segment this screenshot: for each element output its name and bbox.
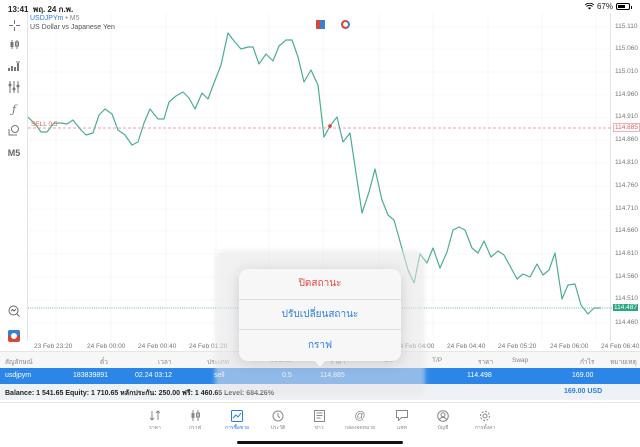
col-profit[interactable]: กำไร <box>580 359 595 366</box>
x-tick: 23 Feb 23:20 <box>34 343 73 350</box>
y-tick: 114.910 <box>615 113 639 120</box>
chart-symbol-description: US Dollar vs Japanese Yen <box>30 24 115 31</box>
chart-type-icon[interactable] <box>4 36 24 52</box>
tab-news[interactable]: ข่าว <box>297 409 341 432</box>
bid-price-tag: 114.487 <box>613 304 639 311</box>
timeframe-m5-button[interactable]: M5 <box>7 148 21 158</box>
chart-canvas[interactable] <box>28 13 612 341</box>
objects-icon[interactable] <box>4 79 24 95</box>
y-tick: 114.560 <box>615 273 639 280</box>
one-click-trade-icon[interactable] <box>4 328 24 344</box>
mailbox-icon: @ <box>354 409 366 422</box>
cell-current-price: 114.498 <box>467 372 492 379</box>
settings-icon <box>479 409 491 422</box>
sell-line-label: SELL 0.5 <box>31 121 58 128</box>
tab-quotes[interactable]: ราคา <box>133 409 177 432</box>
y-tick: 114.710 <box>615 205 639 212</box>
chat-icon <box>396 409 408 422</box>
cell-symbol: usdjpym <box>5 372 32 379</box>
cell-time: 02.24 03:12 <box>135 372 172 379</box>
chart-menu-item[interactable]: กราฟ <box>307 340 333 352</box>
y-tick: 114.960 <box>615 91 639 98</box>
price-line <box>28 32 601 315</box>
col-symbol[interactable]: สัญลักษณ์ <box>5 359 33 366</box>
indicators-icon[interactable] <box>4 58 24 74</box>
crosshair-icon[interactable] <box>4 17 24 33</box>
status-date: พฤ. 24 ก.พ. <box>32 5 74 14</box>
tab-chart[interactable]: กราฟ <box>173 409 217 432</box>
x-tick: 24 Feb 00:40 <box>138 343 177 350</box>
col-current-price[interactable]: ราคา <box>478 359 494 366</box>
x-tick: 24 Feb 05:20 <box>498 343 537 350</box>
y-tick: 115.060 <box>615 45 639 52</box>
x-tick: 24 Feb 00:00 <box>87 343 126 350</box>
chart-search-icon[interactable] <box>4 303 24 319</box>
position-context-menu: ปิดสถานะ ปรับเปลี่ยนสถานะ กราฟ <box>239 269 401 361</box>
tab-trade[interactable]: การซื้อขาย <box>215 409 259 432</box>
col-tp[interactable]: T/P <box>432 357 443 364</box>
quotes-icon <box>149 409 161 422</box>
col-ticket[interactable]: ตั๋ว <box>100 359 108 366</box>
popup-arrow <box>314 360 326 367</box>
sell-price-tag: 114.885 <box>613 123 640 132</box>
account-icon <box>437 409 449 422</box>
status-bar: 13:41 พฤ. 24 ก.พ. 67% <box>0 0 640 14</box>
close-position-menu-item[interactable]: ปิดสถานะ <box>239 269 401 300</box>
shapes-icon[interactable] <box>4 122 24 138</box>
cell-profit: 169.00 <box>572 372 594 379</box>
x-tick: 24 Feb 06:40 <box>601 343 640 350</box>
y-tick: 114.460 <box>615 319 639 326</box>
bottom-tab-bar: ราคา กราฟ การซื้อขาย ประวัติ ข่าว @ กล่อ… <box>0 402 640 447</box>
chart-icon <box>190 409 201 422</box>
battery-icon <box>616 3 632 10</box>
y-tick: 114.760 <box>615 182 639 189</box>
chart-symbol-title: USDJPYm • M5 <box>30 15 80 22</box>
news-icon <box>313 409 325 422</box>
status-time: 13:41 พฤ. 24 ก.พ. <box>8 5 74 14</box>
y-tick: 114.660 <box>615 227 639 234</box>
total-profit: 169.00 USD <box>564 388 603 395</box>
col-time[interactable]: เวลา <box>158 359 172 366</box>
tab-settings[interactable]: การตั้งค่า <box>463 409 507 432</box>
tab-history[interactable]: ประวัติ <box>256 409 300 432</box>
y-tick: 114.860 <box>615 136 639 143</box>
chart-grid <box>28 13 612 341</box>
function-icon[interactable]: ƒ <box>11 102 17 116</box>
col-swap[interactable]: Swap <box>512 357 529 364</box>
modify-position-menu-item[interactable]: ปรับเปลี่ยนสถานะ <box>239 300 401 331</box>
battery-percent: 67% <box>596 2 613 11</box>
chart-trade-icons <box>316 20 350 29</box>
history-icon <box>272 409 284 422</box>
tab-mailbox[interactable]: @ กล่องจดหมาย <box>344 409 376 432</box>
trade-entry-marker <box>328 124 332 128</box>
cell-ticket: 183839891 <box>73 372 109 379</box>
y-tick: 114.610 <box>615 250 639 257</box>
chart-left-toolbar: ƒ M5 <box>0 13 27 343</box>
one-click-trading-icon[interactable] <box>316 20 325 29</box>
balance-summary-text: Balance: 1 541.65 Equity: 1 710.65 หลักป… <box>5 390 274 397</box>
x-tick: 24 Feb 01:20 <box>189 343 228 350</box>
price-chart[interactable]: SELL 0.5 <box>27 13 612 341</box>
col-comment[interactable]: หมายเหตุ <box>610 359 637 366</box>
tab-chat[interactable]: แชท <box>380 409 424 432</box>
home-indicator <box>237 441 403 444</box>
y-tick: 114.810 <box>615 159 639 166</box>
x-tick: 24 Feb 04:40 <box>447 343 486 350</box>
trade-icon <box>231 409 243 422</box>
y-tick: 115.010 <box>615 68 639 75</box>
price-axis: 115.110 115.060 115.010 114.960 114.910 … <box>612 13 640 341</box>
status-right: 67% <box>584 2 632 11</box>
wifi-icon <box>584 3 594 10</box>
y-tick: 115.110 <box>615 23 638 30</box>
tab-account[interactable]: บัญชี <box>421 409 465 432</box>
x-tick: 24 Feb 06:00 <box>550 343 589 350</box>
trade-levels-icon[interactable] <box>341 20 350 29</box>
y-tick: 114.510 <box>615 295 639 302</box>
